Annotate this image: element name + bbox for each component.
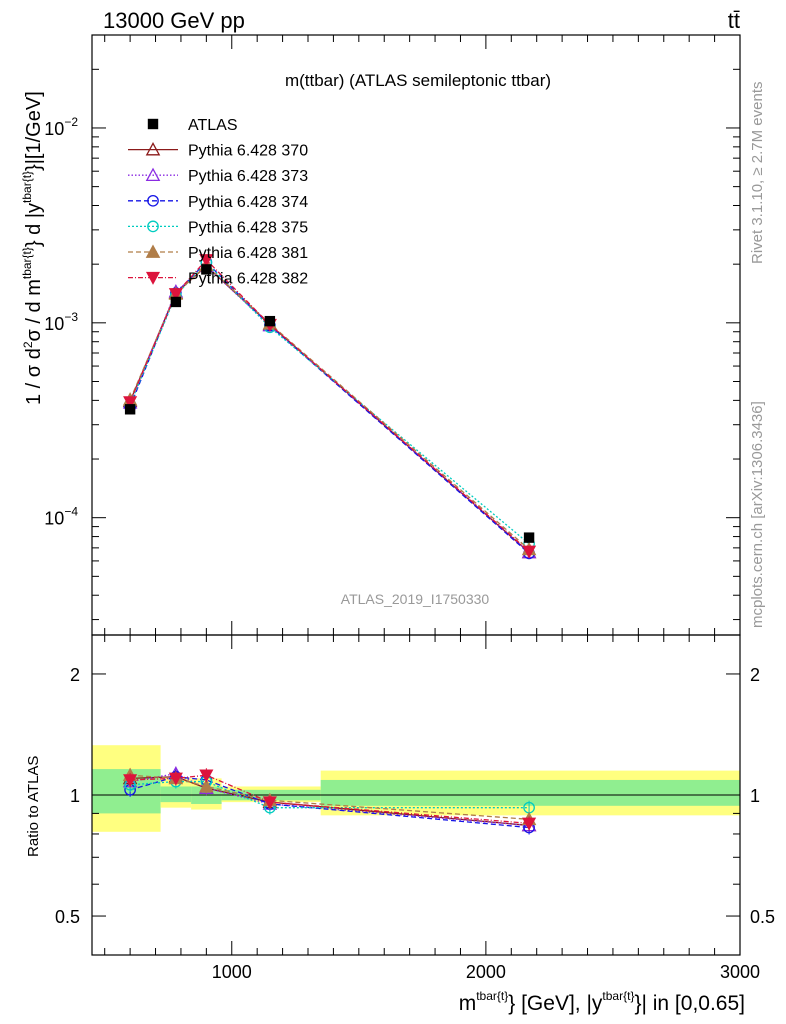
series-point	[123, 396, 138, 410]
legend-label: ATLAS	[188, 117, 238, 134]
legend-label: Pythia 6.428 381	[188, 245, 308, 262]
ratio-series-point	[199, 778, 214, 793]
legend-marker	[145, 167, 161, 182]
legend-marker	[145, 244, 161, 258]
main-plot-series	[122, 254, 537, 560]
y-tick-label: 10−2	[44, 115, 78, 139]
legend-label: Pythia 6.428 375	[188, 219, 308, 236]
legend-marker	[145, 142, 161, 156]
series-line	[129, 265, 530, 553]
legend-label: Pythia 6.428 373	[188, 168, 308, 185]
ratio-series-point	[262, 796, 277, 810]
x-tick-label: 1000	[212, 962, 252, 982]
ratio-y-tick-label: 1	[70, 786, 80, 806]
legend: ATLAS Pythia 6.428 370 Pythia 6.428 373 Pyt…	[128, 117, 308, 288]
ratio-axis-ticks: 1000 2000 3000 2 2 1 1 0.5 0.5	[55, 635, 775, 982]
ratio-series-point	[199, 769, 214, 783]
legend-marker	[147, 118, 159, 130]
atlas-data-point	[264, 315, 276, 327]
series-line	[129, 264, 530, 550]
ratio-uncertainty-bands	[92, 745, 740, 832]
ratio-y-tick-label: 2	[70, 665, 80, 685]
header-process-label: tt̄	[728, 8, 740, 33]
x-axis-label: mtbar{t}} [GeV], |ytbar{t}}| in [0,0.65]	[459, 989, 745, 1015]
header-energy-label: 13000 GeV pp	[103, 8, 245, 33]
series-point	[522, 545, 537, 559]
y-tick-label: 10−4	[44, 505, 78, 529]
ratio-y-tick-label-right: 1	[750, 786, 760, 806]
main-axis-ticks: 10−2 10−3 10−4	[44, 34, 741, 635]
ratio-y-tick-label-right: 2	[750, 665, 760, 685]
legend-marker	[147, 220, 159, 233]
atlas-data-point	[124, 404, 136, 415]
ratio-series-point	[168, 772, 183, 786]
main-y-axis-label: 1 / σ d2σ / d mtbar{t}} d |ytbar{t}}|[1/…	[20, 91, 45, 405]
ratio-y-axis-label: Ratio to ATLAS	[25, 756, 42, 857]
x-tick-label: 2000	[466, 962, 506, 982]
ratio-series-line	[130, 772, 530, 827]
analysis-id: ATLAS_2019_I1750330	[341, 591, 490, 607]
ratio-plot-series	[122, 766, 537, 835]
series-point	[199, 254, 214, 268]
series-line	[129, 258, 530, 552]
ratio-y-tick-label-right: 0.5	[750, 907, 775, 927]
ratio-series-point	[522, 817, 537, 831]
legend-marker	[145, 271, 161, 285]
legend-label: Pythia 6.428 382	[188, 271, 308, 288]
mcplots-source-label: mcplots.cern.ch [arXiv:1306.3436]	[749, 401, 766, 628]
rivet-version-label: Rivet 3.1.10, ≥ 2.7M events	[749, 82, 766, 265]
ratio-y-tick-label: 0.5	[55, 907, 80, 927]
x-tick-label: 3000	[720, 962, 760, 982]
y-tick-label: 10−3	[44, 310, 78, 334]
ratio-series-line	[129, 776, 530, 829]
plot-title: m(ttbar) (ATLAS semileptonic ttbar)	[285, 71, 551, 90]
series-point	[168, 288, 183, 302]
series-line	[129, 261, 530, 554]
ratio-series-point	[123, 774, 138, 788]
legend-marker	[147, 194, 159, 207]
ratio-band-inner	[160, 786, 192, 803]
series-line	[129, 261, 530, 545]
legend-label: Pythia 6.428 374	[188, 194, 308, 211]
series-line	[129, 265, 530, 553]
atlas-data-point	[201, 264, 212, 275]
ratio-band-inner	[320, 779, 740, 806]
legend-label: Pythia 6.428 370	[188, 143, 308, 160]
atlas-data-point	[170, 296, 182, 308]
atlas-data-point	[523, 532, 535, 543]
ratio-series-line	[130, 774, 530, 825]
